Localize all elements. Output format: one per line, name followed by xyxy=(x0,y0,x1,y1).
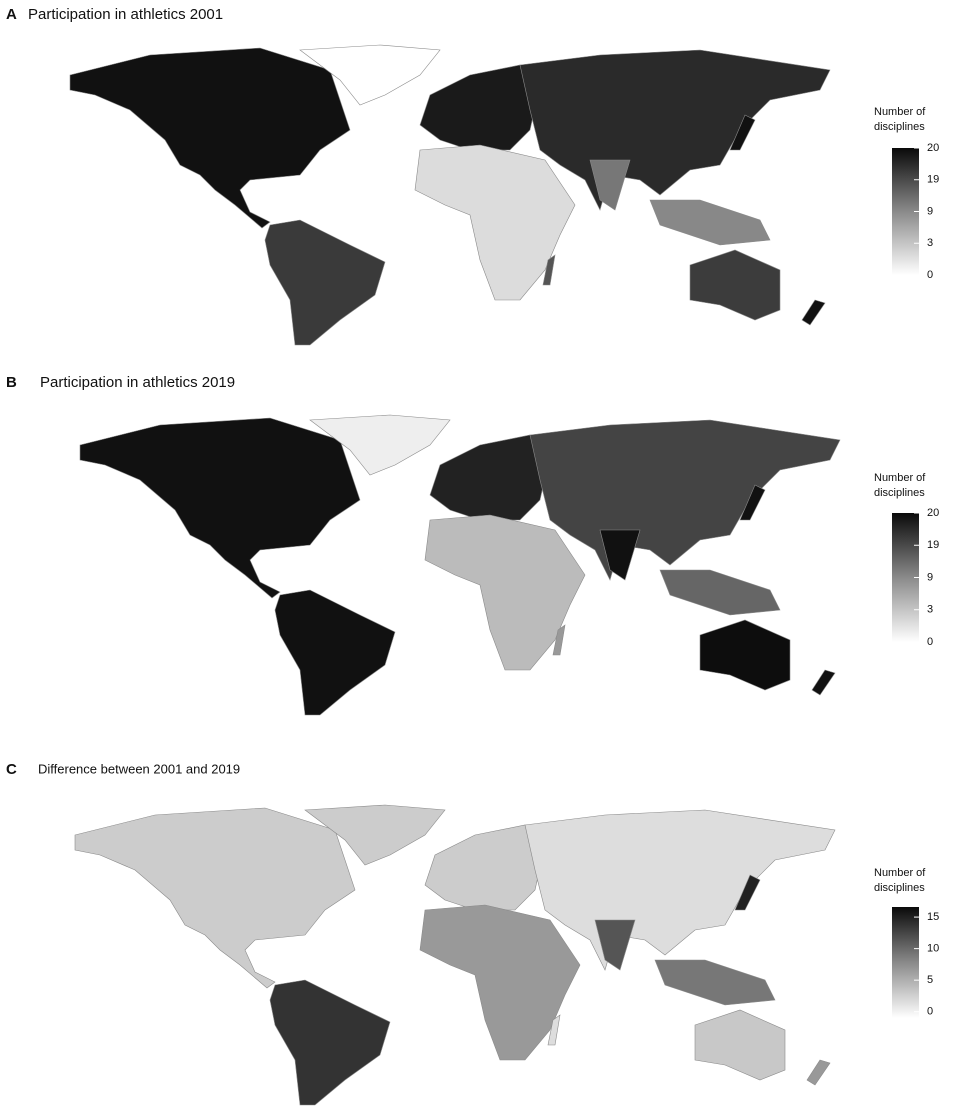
legend-tick-label: 0 xyxy=(927,1006,933,1018)
legend-tick-label: 9 xyxy=(927,571,933,583)
legend-tick-label: 20 xyxy=(927,507,939,519)
legend-tick-label: 0 xyxy=(927,269,933,281)
legend-tick-label: 0 xyxy=(927,636,933,648)
panel-label: C xyxy=(6,761,17,778)
map-2019 xyxy=(79,414,841,716)
legend-tick-label: 20 xyxy=(927,142,939,154)
legend-title: disciplines xyxy=(874,882,925,894)
legend-tick-label: 3 xyxy=(927,604,933,616)
colorbar xyxy=(892,907,919,1018)
legend-title: disciplines xyxy=(874,487,925,499)
panel-title: Participation in athletics 2001 xyxy=(28,6,223,23)
panel-title: Participation in athletics 2019 xyxy=(40,374,235,391)
legend-tick-label: 19 xyxy=(927,174,939,186)
legend-tick-label: 3 xyxy=(927,237,933,249)
legend-tick-label: 5 xyxy=(927,974,933,986)
legend-tick-label: 10 xyxy=(927,943,939,955)
panel-label: B xyxy=(6,374,17,391)
legend-title: Number of xyxy=(874,867,926,879)
map-difference xyxy=(74,804,836,1106)
legend-tick-label: 15 xyxy=(927,911,939,923)
legend-title: Number of xyxy=(874,472,926,484)
legend-tick-label: 19 xyxy=(927,539,939,551)
legend-tick-label: 9 xyxy=(927,205,933,217)
maps xyxy=(69,44,841,1106)
legend-title: Number of xyxy=(874,106,926,118)
panel-title: Difference between 2001 and 2019 xyxy=(38,761,240,776)
legend-title: disciplines xyxy=(874,121,925,133)
map-2001 xyxy=(69,44,831,346)
panel-label: A xyxy=(6,6,17,23)
